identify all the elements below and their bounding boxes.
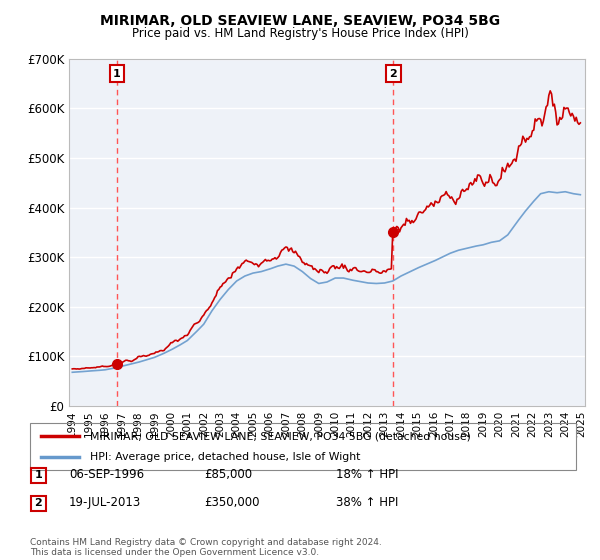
Text: 2: 2 (35, 498, 42, 508)
Text: £85,000: £85,000 (204, 468, 252, 482)
Text: 18% ↑ HPI: 18% ↑ HPI (336, 468, 398, 482)
Text: £350,000: £350,000 (204, 496, 260, 510)
Text: MIRIMAR, OLD SEAVIEW LANE, SEAVIEW, PO34 5BG: MIRIMAR, OLD SEAVIEW LANE, SEAVIEW, PO34… (100, 14, 500, 28)
Text: 1: 1 (35, 470, 42, 480)
Text: HPI: Average price, detached house, Isle of Wight: HPI: Average price, detached house, Isle… (90, 452, 361, 462)
Text: MIRIMAR, OLD SEAVIEW LANE, SEAVIEW, PO34 5BG (detached house): MIRIMAR, OLD SEAVIEW LANE, SEAVIEW, PO34… (90, 431, 471, 441)
Text: 38% ↑ HPI: 38% ↑ HPI (336, 496, 398, 510)
Bar (31, 468, 46, 483)
Text: Contains HM Land Registry data © Crown copyright and database right 2024.
This d: Contains HM Land Registry data © Crown c… (30, 538, 382, 557)
Text: 2: 2 (389, 69, 397, 79)
Text: Price paid vs. HM Land Registry's House Price Index (HPI): Price paid vs. HM Land Registry's House … (131, 27, 469, 40)
Text: 1: 1 (113, 69, 121, 79)
Text: 06-SEP-1996: 06-SEP-1996 (69, 468, 144, 482)
Text: 19-JUL-2013: 19-JUL-2013 (69, 496, 141, 510)
Bar (31, 496, 46, 511)
